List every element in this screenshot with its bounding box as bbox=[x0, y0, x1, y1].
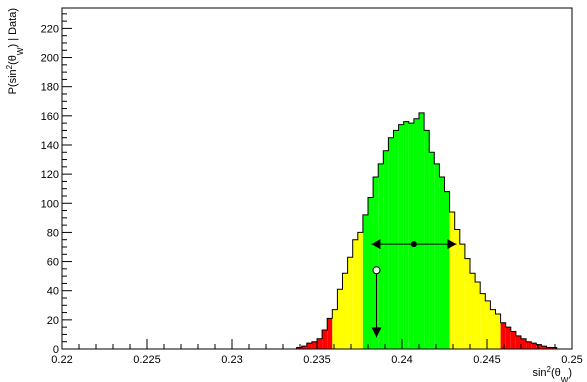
bar bbox=[439, 177, 445, 349]
plot-area bbox=[62, 112, 572, 350]
arrow-head bbox=[371, 327, 382, 338]
bar bbox=[408, 123, 414, 349]
x-tick-label: 0.23 bbox=[221, 354, 242, 366]
xlabel-part: (θ bbox=[551, 367, 561, 379]
bar bbox=[531, 343, 537, 349]
x-tick-label: 0.24 bbox=[391, 354, 412, 366]
bar bbox=[536, 344, 542, 349]
bar bbox=[490, 309, 496, 349]
best-point bbox=[410, 241, 417, 248]
y-tick-label: 40 bbox=[47, 286, 59, 298]
ylabel-part: W bbox=[16, 47, 25, 55]
ylabel-part: 2 bbox=[5, 64, 14, 69]
bar bbox=[475, 281, 481, 349]
y-tick-label: 60 bbox=[47, 257, 59, 269]
bar bbox=[444, 191, 450, 349]
y-tick-label: 200 bbox=[41, 53, 59, 65]
bar bbox=[510, 331, 516, 349]
bar bbox=[505, 327, 511, 349]
x-tick-label: 0.25 bbox=[561, 354, 582, 366]
bar bbox=[368, 197, 374, 349]
limit-point bbox=[372, 266, 381, 275]
y-tick-label: 120 bbox=[41, 169, 59, 181]
bar bbox=[383, 150, 389, 349]
y-tick-label: 160 bbox=[41, 111, 59, 123]
bar bbox=[434, 163, 440, 349]
ylabel-part: ) | Data) bbox=[7, 8, 19, 48]
bar bbox=[521, 338, 527, 349]
bar bbox=[337, 289, 343, 349]
bar bbox=[296, 347, 302, 349]
bar bbox=[424, 130, 430, 349]
x-tick-label: 0.225 bbox=[133, 354, 161, 366]
bar bbox=[352, 239, 358, 349]
x-tick-label: 0.245 bbox=[473, 354, 501, 366]
bar bbox=[470, 273, 476, 349]
bar bbox=[322, 330, 328, 349]
arrow-head bbox=[371, 239, 381, 250]
y-tick-label: 100 bbox=[41, 198, 59, 210]
bar bbox=[311, 341, 317, 349]
ylabel-part: P(sin bbox=[7, 69, 19, 94]
xlabel-part: W bbox=[561, 376, 569, 382]
bar bbox=[373, 177, 379, 349]
bar bbox=[546, 347, 552, 349]
bar bbox=[464, 258, 470, 349]
y-tick-label: 220 bbox=[41, 23, 59, 35]
bar bbox=[301, 346, 307, 349]
bar bbox=[332, 309, 338, 349]
bar bbox=[398, 124, 404, 349]
bar bbox=[454, 229, 460, 349]
bar bbox=[419, 112, 425, 349]
xlabel-part: ) bbox=[568, 367, 572, 379]
y-tick-label: 140 bbox=[41, 140, 59, 152]
bar bbox=[480, 293, 486, 349]
bar bbox=[403, 121, 409, 350]
bar bbox=[327, 318, 333, 349]
y-tick-label: 80 bbox=[47, 227, 59, 239]
xlabel-part: sin bbox=[532, 367, 546, 379]
arrow-head bbox=[447, 239, 457, 250]
y-tick-label: 180 bbox=[41, 82, 59, 94]
bar bbox=[541, 346, 547, 349]
bar bbox=[393, 130, 399, 349]
bar bbox=[526, 341, 532, 349]
y-tick-label: 0 bbox=[53, 344, 59, 356]
bar bbox=[357, 232, 363, 349]
bar bbox=[429, 152, 435, 349]
bar bbox=[551, 347, 557, 349]
bar bbox=[515, 335, 521, 349]
x-tick-label: 0.235 bbox=[303, 354, 331, 366]
bar bbox=[459, 244, 465, 349]
bar bbox=[306, 343, 312, 349]
bar bbox=[342, 273, 348, 349]
bar bbox=[347, 257, 353, 349]
y-axis-label: P(sin2(θW) | Data) bbox=[5, 8, 25, 94]
bar bbox=[495, 314, 501, 349]
bar bbox=[317, 338, 323, 349]
bar bbox=[485, 300, 491, 349]
bar bbox=[388, 137, 394, 349]
y-tick-label: 20 bbox=[47, 315, 59, 327]
bar bbox=[413, 118, 419, 349]
x-tick-label: 0.22 bbox=[51, 354, 72, 366]
ylabel-part: (θ bbox=[7, 55, 19, 65]
xlabel-part: 2 bbox=[547, 365, 552, 374]
bar bbox=[378, 163, 384, 349]
bar bbox=[362, 214, 368, 349]
bar bbox=[449, 212, 455, 349]
bar bbox=[500, 322, 506, 349]
x-axis-label: sin2(θW) bbox=[532, 365, 572, 382]
